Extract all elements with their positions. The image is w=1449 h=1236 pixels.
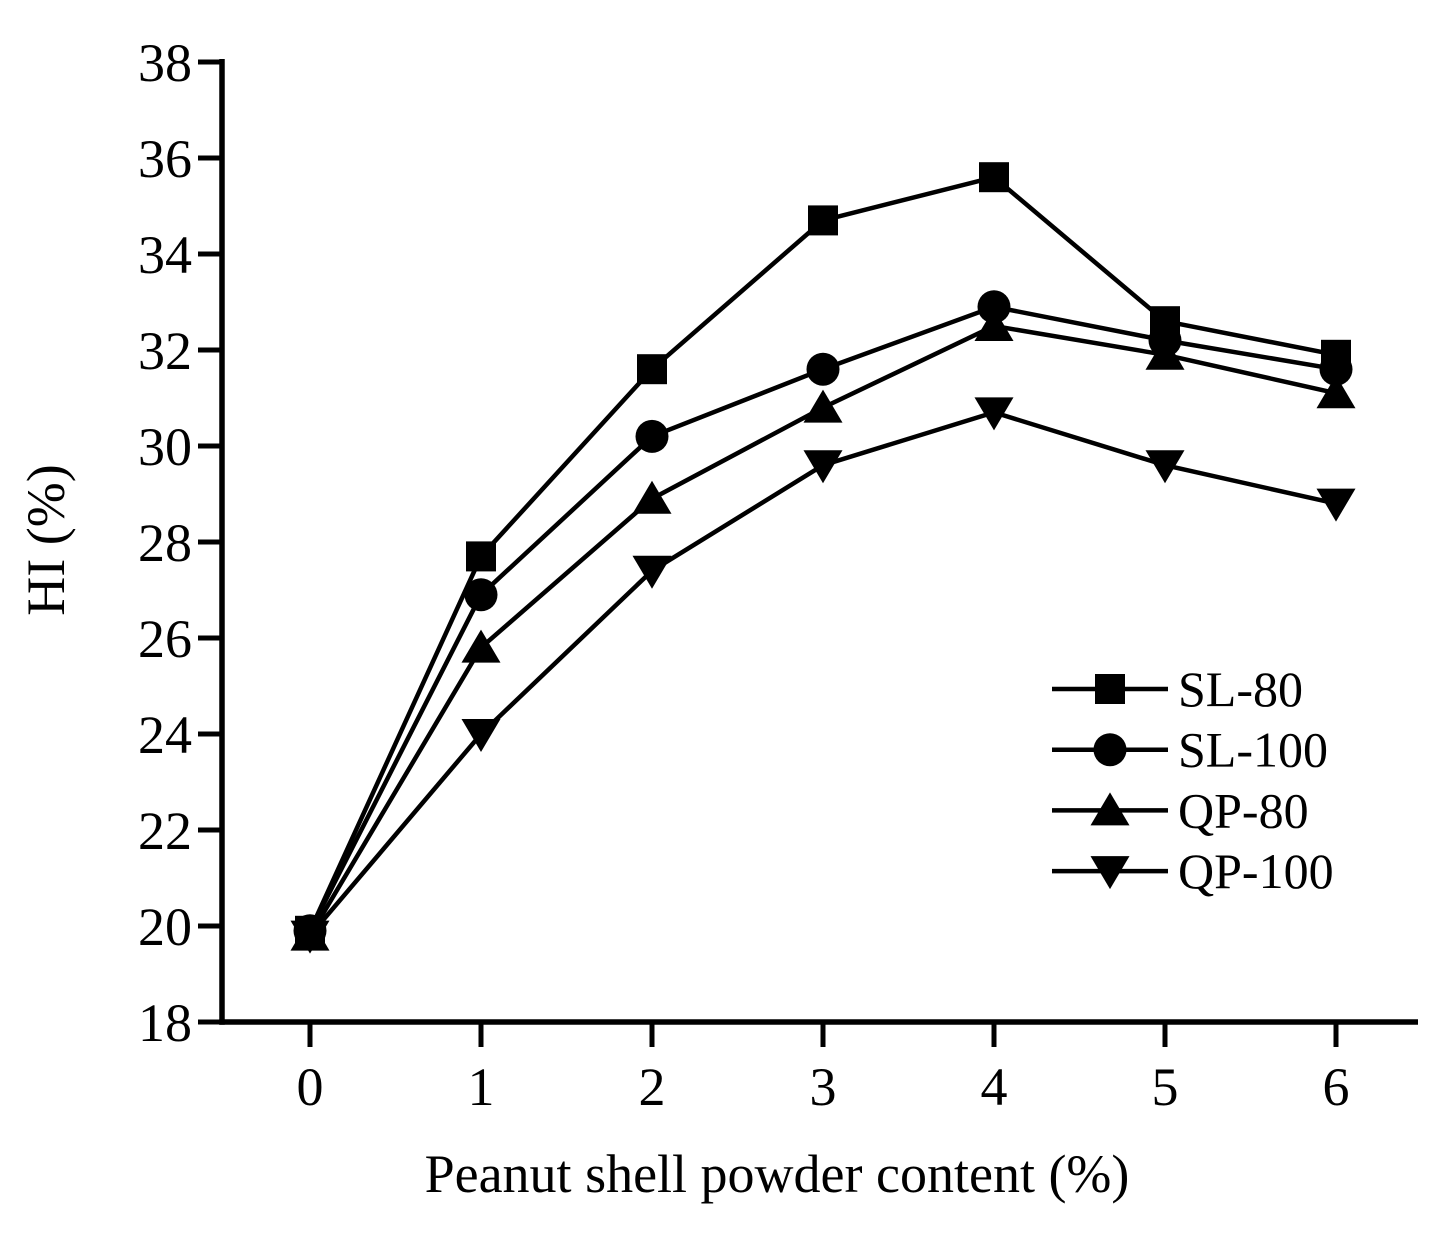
y-tick-label: 18 [138,993,192,1053]
x-tick-label: 2 [639,1057,666,1117]
marker-circle-icon [464,578,498,612]
y-tick-label: 24 [138,705,192,765]
marker-circle-icon [635,419,669,453]
marker-square-icon [637,354,667,385]
y-tick-label: 26 [138,609,192,669]
y-tick-label: 32 [138,321,192,381]
legend-item-SL-100: SL-100 [1052,722,1328,778]
y-tick-label: 34 [138,225,192,285]
y-tick-label: 28 [138,513,192,573]
x-tick-label: 4 [981,1057,1008,1117]
y-axis-title: HI (%) [16,464,76,615]
marker-triangle-down-icon [974,397,1014,431]
x-tick-label: 0 [297,1057,324,1117]
marker-square-icon [1095,674,1125,704]
series-QP-80 [290,308,1356,951]
legend-label: QP-100 [1178,843,1334,899]
marker-square-icon [808,205,838,236]
x-tick-label: 1 [468,1057,495,1117]
y-tick-label: 38 [138,33,192,93]
x-tick-label: 5 [1152,1057,1179,1117]
marker-triangle-up-icon [461,629,501,663]
legend-item-QP-100: QP-100 [1052,843,1334,899]
y-tick-label: 22 [138,801,192,861]
legend-item-SL-80: SL-80 [1052,661,1303,717]
marker-triangle-up-icon [1316,375,1356,409]
marker-triangle-down-icon [461,719,501,752]
marker-triangle-up-icon [803,389,843,423]
marker-triangle-down-icon [1090,856,1130,890]
marker-triangle-down-icon [290,920,330,954]
marker-triangle-up-icon [632,480,672,514]
legend-label: SL-80 [1178,661,1303,717]
marker-circle-icon [1319,352,1353,386]
marker-square-icon [466,541,496,572]
marker-triangle-down-icon [803,450,843,484]
y-tick-label: 20 [138,897,192,957]
marker-triangle-up-icon [1145,336,1185,370]
y-tick-label: 30 [138,417,192,477]
series-QP-100 [290,397,1356,954]
marker-triangle-up-icon [1090,792,1130,826]
marker-triangle-up-icon [974,308,1014,341]
marker-triangle-down-icon [632,555,672,589]
marker-triangle-down-icon [1145,450,1185,484]
legend-item-QP-80: QP-80 [1052,782,1309,838]
y-tick-label: 36 [138,129,192,189]
legend-label: SL-100 [1178,722,1328,778]
legend-label: QP-80 [1178,782,1309,838]
x-tick-label: 6 [1323,1057,1350,1117]
marker-circle-icon [1093,733,1127,767]
marker-square-icon [979,162,1009,193]
marker-circle-icon [806,352,840,386]
marker-circle-icon [977,290,1011,324]
x-axis-title: Peanut shell powder content (%) [425,1144,1130,1204]
x-tick-label: 3 [810,1057,837,1117]
marker-triangle-down-icon [1316,488,1356,522]
